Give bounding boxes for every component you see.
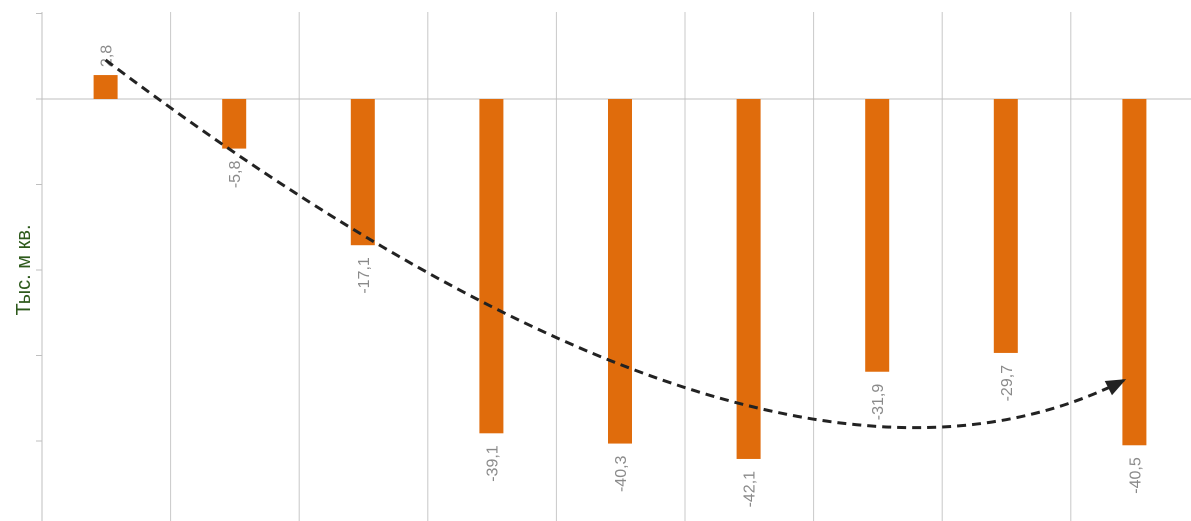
data-label: -40,3 [613,455,630,492]
bar [865,99,890,372]
bar [479,99,504,434]
data-label: -42,1 [742,471,759,508]
bar [350,99,375,246]
data-labels: 2,8 -5,8 -17,1 -39,1 -40,3 -42,1 -31,9 -29,7 -40… [99,45,1145,508]
data-label: -31,9 [870,384,887,421]
bar [608,99,632,444]
bars [93,75,1147,459]
bar [736,99,761,459]
trend-arrowhead-icon [1104,379,1127,396]
y-axis-label: Тыс. м кв. [13,224,35,315]
trend-arrow [104,58,1126,430]
bar [222,99,247,149]
grid-lines [170,12,1072,521]
data-label: -40,5 [1127,457,1144,494]
data-label: -29,7 [999,365,1016,402]
bar [1122,99,1147,446]
data-label: 2,8 [99,45,116,67]
data-label: -17,1 [356,257,373,294]
data-label: -5,8 [227,160,244,188]
bar [93,75,118,99]
data-label: -39,1 [484,445,501,482]
bar [993,99,1018,353]
y-axis-ticks [36,13,42,442]
